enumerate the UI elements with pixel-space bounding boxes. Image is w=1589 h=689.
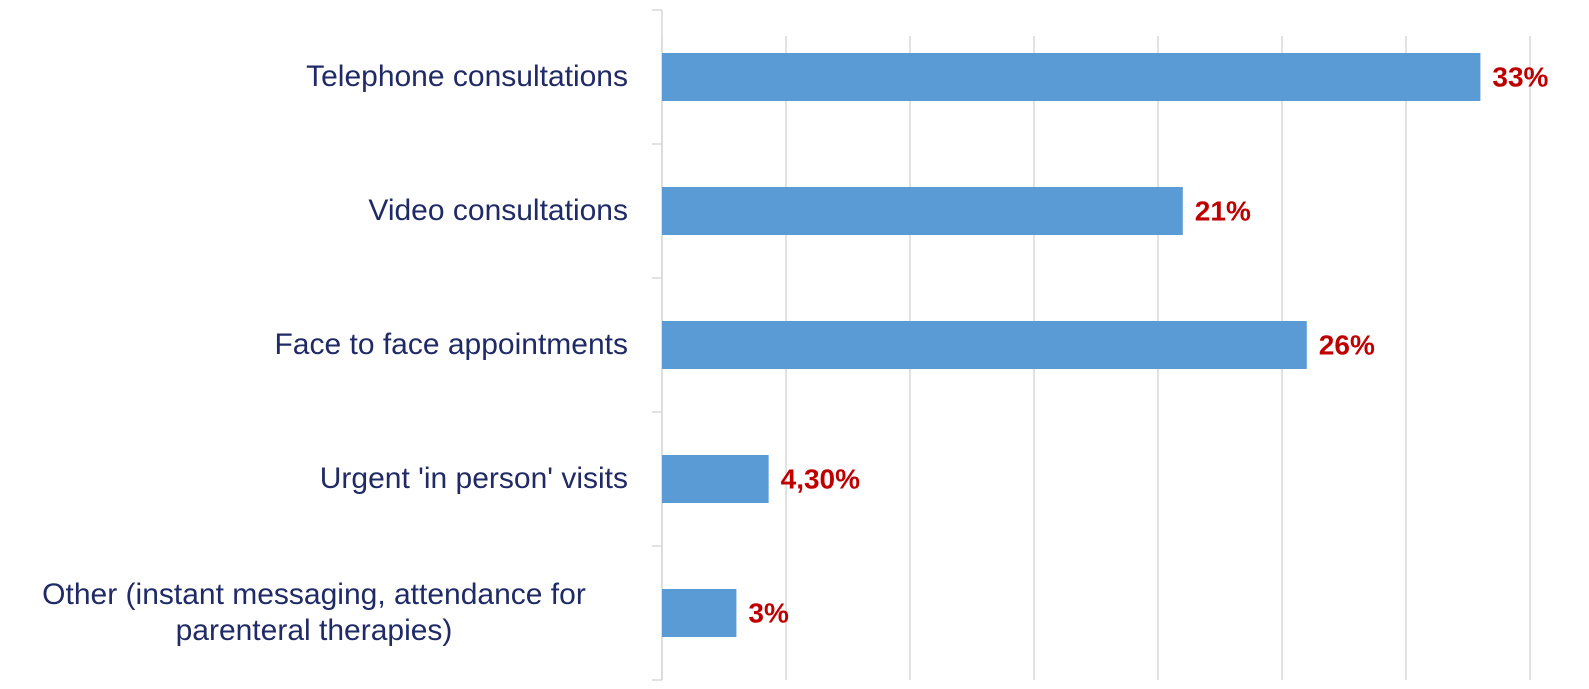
bar <box>662 53 1481 101</box>
bar <box>662 187 1183 235</box>
y-tick-label: Video consultations <box>368 194 628 227</box>
data-label: 4,30% <box>781 463 860 494</box>
y-tick-label: Urgent 'in person' visits <box>319 462 628 495</box>
bar <box>662 455 769 503</box>
category-label-box: Urgent 'in person' visits <box>0 461 628 497</box>
category-label-box: Face to face appointments <box>0 327 628 363</box>
data-label: 21% <box>1195 195 1251 226</box>
category-label-box: Telephone consultations <box>0 59 628 95</box>
data-label: 26% <box>1319 329 1375 360</box>
bar <box>662 589 737 637</box>
y-tick-label: Face to face appointments <box>274 328 628 361</box>
category-label-box: Video consultations <box>0 193 628 229</box>
y-tick-label: Other (instant messaging, attendance for… <box>42 578 586 647</box>
data-label: 33% <box>1492 61 1548 92</box>
y-tick-label: Telephone consultations <box>306 60 628 93</box>
data-label: 3% <box>748 597 789 628</box>
bar <box>662 321 1307 369</box>
category-label-box: Other (instant messaging, attendance for… <box>0 577 628 649</box>
